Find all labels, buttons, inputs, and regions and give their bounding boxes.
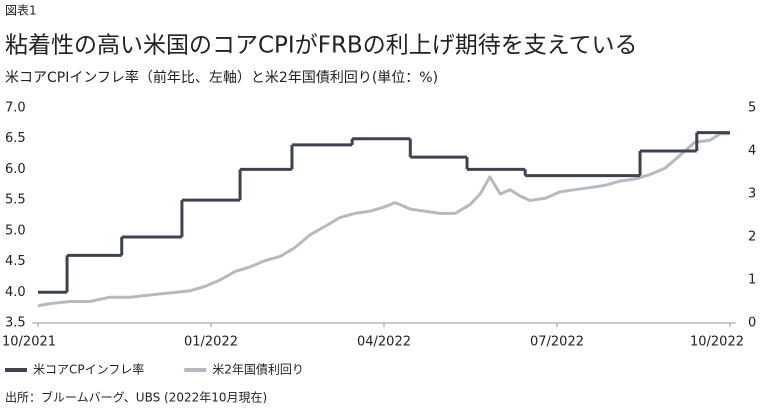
y2-tick-label: 4 — [748, 144, 756, 159]
y-tick-label: 3.5 — [5, 316, 26, 331]
x-tick-label: 01/2022 — [184, 335, 238, 350]
y-tick-label: 6.0 — [5, 162, 26, 177]
y-tick-label: 4.0 — [5, 285, 26, 300]
x-tick-label: 10/2022 — [690, 335, 744, 350]
x-tick-label: 10/2021 — [2, 335, 56, 350]
legend-label: 米コアCPインフレ率 — [33, 362, 144, 377]
y2-tick-label: 5 — [748, 101, 756, 116]
y2-tick-label: 2 — [748, 230, 756, 245]
y2-tick-label: 3 — [748, 187, 756, 202]
chart-subtitle: 米コアCPIインフレ率（前年比、左軸）と米2年国債利回り(単位：%) — [5, 69, 438, 86]
legend-label: 米2年国債利回り — [212, 362, 304, 377]
y-tick-label: 4.5 — [5, 254, 26, 269]
source: 出所：ブルームバーグ、UBS (2022年10月現在) — [5, 390, 267, 405]
figure-label: 図表1 — [5, 4, 37, 18]
y2-tick-label: 0 — [748, 316, 756, 331]
step-riser — [65, 132, 699, 293]
x-tick-label: 07/2022 — [530, 335, 584, 350]
y-tick-label: 6.5 — [5, 131, 26, 146]
x-tick-label: 04/2022 — [357, 335, 411, 350]
y-tick-label: 5.0 — [5, 223, 26, 238]
y-tick-label: 7.0 — [5, 101, 26, 116]
series-line — [37, 132, 730, 308]
chart-title: 粘着性の高い米国のコアCPIがFRBの利上げ期待を支えている — [5, 33, 638, 59]
y-tick-label: 5.5 — [5, 193, 26, 208]
y2-tick-label: 1 — [748, 273, 756, 288]
